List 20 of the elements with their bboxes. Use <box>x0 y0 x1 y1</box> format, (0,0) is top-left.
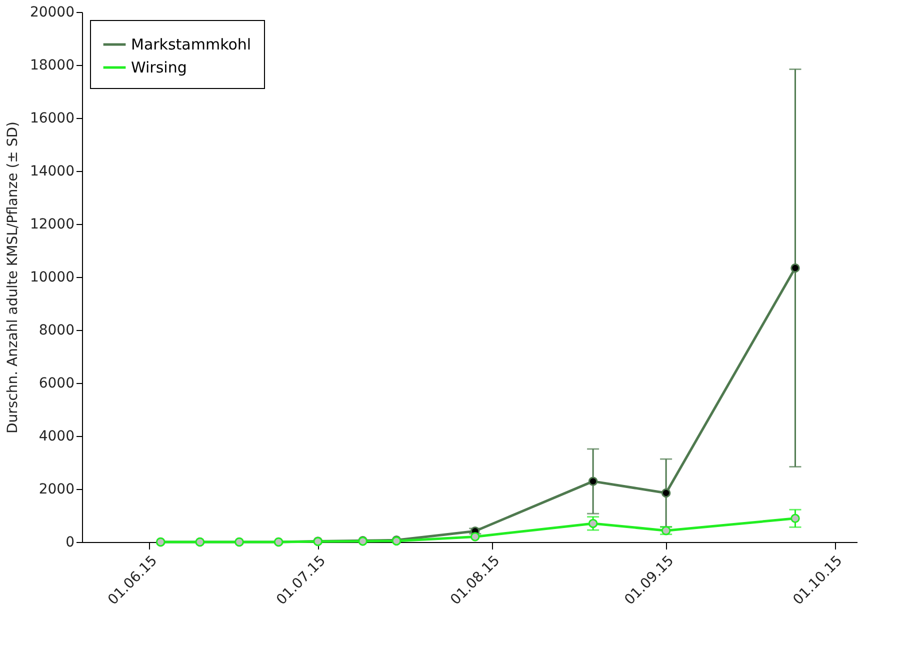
point <box>661 488 671 498</box>
legend-label: Wirsing <box>131 58 187 76</box>
legend-label: Markstammkohl <box>131 36 252 54</box>
y-tick-label: 12000 <box>30 216 74 232</box>
point <box>588 476 598 486</box>
y-tick-label: 2000 <box>38 482 74 498</box>
point <box>790 263 800 273</box>
y-tick-label: 14000 <box>30 164 74 180</box>
y-tick-label: 0 <box>66 534 74 550</box>
y-tick-label: 16000 <box>30 110 74 126</box>
y-tick-label: 8000 <box>38 322 74 338</box>
y-tick-label: 10000 <box>30 270 74 286</box>
y-tick-label: 20000 <box>30 4 74 20</box>
y-tick-label: 6000 <box>38 376 74 392</box>
point <box>470 532 480 542</box>
point <box>790 514 800 524</box>
y-tick-label: 18000 <box>30 58 74 74</box>
point <box>588 518 598 528</box>
y-axis-title: Durschn. Anzahl adulte KMSL/Pflanze (± SD) <box>4 122 21 434</box>
y-tick-label: 4000 <box>38 428 74 444</box>
